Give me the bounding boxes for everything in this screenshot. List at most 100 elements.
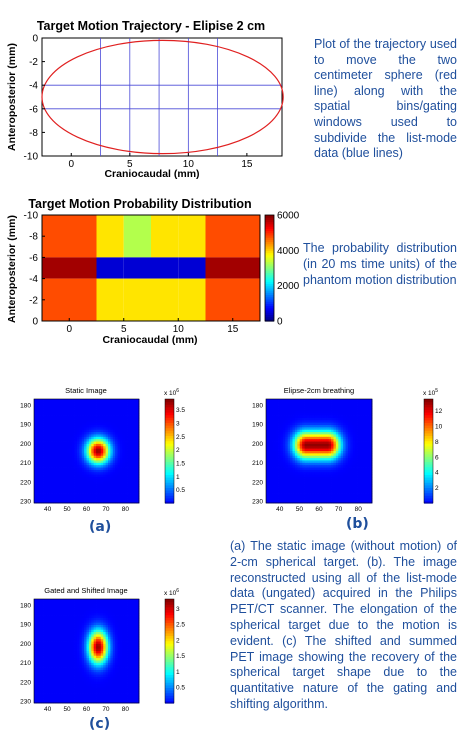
image-3-pixel-5-20 [314,410,317,414]
image-3-pixel-34-15 [302,479,305,483]
image-3-pixel-21-7 [282,448,286,452]
image-2-pixel-38-30 [105,488,109,492]
image-3-pixel-40-32 [343,493,346,497]
image-3-pixel-0-18 [309,399,313,402]
image-3-pixel-32-20 [314,474,317,478]
image-3-pixel-42-12 [294,498,298,502]
image-3-pixel-26-28 [333,460,337,464]
image-4-pixel-5-39 [127,610,130,614]
image-3-pixel-35-9 [287,481,291,485]
image-2-pixel-12-9 [55,427,59,431]
image-3-pixel-9-13 [297,420,301,424]
image-3-pixel-42-10 [290,498,293,502]
image-3-pixel-20-38 [357,446,361,450]
image-3-pixel-27-38 [357,462,361,466]
image-2-pixel-21-36 [119,448,123,452]
image-3-pixel-12-38 [357,427,361,431]
image-2-pixel-27-16 [72,462,75,466]
image-3-pixel-6-19 [311,413,315,416]
image-3-pixel-31-42 [367,472,370,476]
image-3-pixel-32-41 [364,474,368,478]
image-2-pixel-9-38 [124,420,128,424]
image-4-pixel-10-35 [117,622,121,626]
image-3-pixel-7-9 [287,415,291,419]
image-2-pixel-37-40 [129,486,133,490]
image-3-pixel-22-24 [323,451,327,454]
image-3-pixel-1-28 [333,401,337,405]
image-3-pixel-10-12 [294,422,298,426]
image-4-pixel-9-34 [115,620,118,624]
image-4-pixel-11-32 [110,625,114,628]
image-4-pixel-13-9 [55,629,59,633]
image-4-pixel-17-18 [76,639,80,642]
image-2-colorbar-segment-11 [165,471,174,475]
probability-cells [42,215,260,321]
image-3-pixel-42-8 [285,498,289,502]
image-3-pixel-21-5 [278,448,281,452]
image-4-pixel-5-9 [55,610,59,614]
image-3-pixel-29-34 [347,467,351,471]
image-3-pixel-2-40 [362,403,366,407]
image-3-pixel-2-15 [302,403,305,407]
image-3-pixel-5-16 [304,410,308,414]
probability-colorbar-segment-38 [265,234,274,238]
image-3-pixel-25-12 [294,458,298,461]
image-3-pixel-3-2 [270,406,274,409]
image-3-pixel-16-0 [266,436,269,440]
image-2-pixel-8-30 [105,417,109,421]
image-4-pixel-2-20 [81,603,85,607]
image-2-pixel-28-35 [117,465,121,468]
image-3-pixel-18-43 [369,441,373,445]
image-3-pixel-16-37 [355,436,358,440]
image-3-pixel-1-38 [357,401,361,405]
trajectory-x-tick-label-2: 10 [183,159,195,170]
image-2-pixel-18-35 [117,441,121,445]
image-2-pixel-31-12 [62,472,66,476]
image-2-pixel-9-33 [112,420,116,424]
image-2-pixel-42-34 [115,498,118,502]
image-2-pixel-1-38 [124,401,128,405]
image-4-pixel-7-40 [129,615,133,619]
image-4-pixel-1-34 [115,601,118,605]
image-2-pixel-13-7 [50,429,54,433]
image-2-pixel-0-37 [122,399,126,402]
image-3-pixel-23-25 [326,453,330,457]
image-3-pixel-30-34 [347,469,351,473]
image-2-pixel-14-40 [129,432,133,435]
image-2-pixel-13-17 [74,429,78,433]
image-3-pixel-12-16 [304,427,308,431]
image-2-pixel-14-37 [122,432,126,435]
image-3-pixel-21-25 [326,448,330,452]
image-4-pixel-7-11 [60,615,64,619]
image-3-pixel-18-32 [343,441,346,445]
image-3-pixel-42-6 [280,498,284,502]
image-2-pixel-28-43 [136,465,140,468]
image-3-pixel-27-30 [338,462,342,466]
image-3-pixel-0-19 [311,399,315,402]
image-3-pixel-26-31 [340,460,344,464]
image-3-pixel-8-23 [321,417,325,421]
image-3-pixel-27-26 [328,462,332,466]
image-3-pixel-9-10 [290,420,293,424]
image-4-pixel-17-41 [131,639,135,642]
image-2-pixel-33-26 [96,477,99,480]
image-2-pixel-20-16 [72,446,75,450]
image-3-pixel-10-25 [326,422,330,426]
image-3-pixel-43-34 [347,500,351,504]
image-3-pixel-2-35 [350,403,354,407]
image-2-pixel-26-40 [129,460,133,464]
image-3-pixel-15-22 [319,434,322,438]
image-4-pixel-0-43 [136,599,140,602]
image-3-pixel-5-43 [369,410,373,414]
image-2-pixel-20-33 [112,446,116,450]
image-2-pixel-40-32 [110,493,114,497]
image-3-pixel-10-10 [290,422,293,426]
image-2-pixel-0-43 [136,399,140,402]
image-4-pixel-17-7 [50,639,54,642]
image-2-pixel-0-19 [79,399,83,402]
image-2-pixel-43-36 [119,500,123,504]
image-4-pixel-7-14 [67,615,71,619]
image-3-pixel-6-35 [350,413,354,416]
image-2-pixel-26-42 [134,460,138,464]
image-2-pixel-14-16 [72,432,75,435]
